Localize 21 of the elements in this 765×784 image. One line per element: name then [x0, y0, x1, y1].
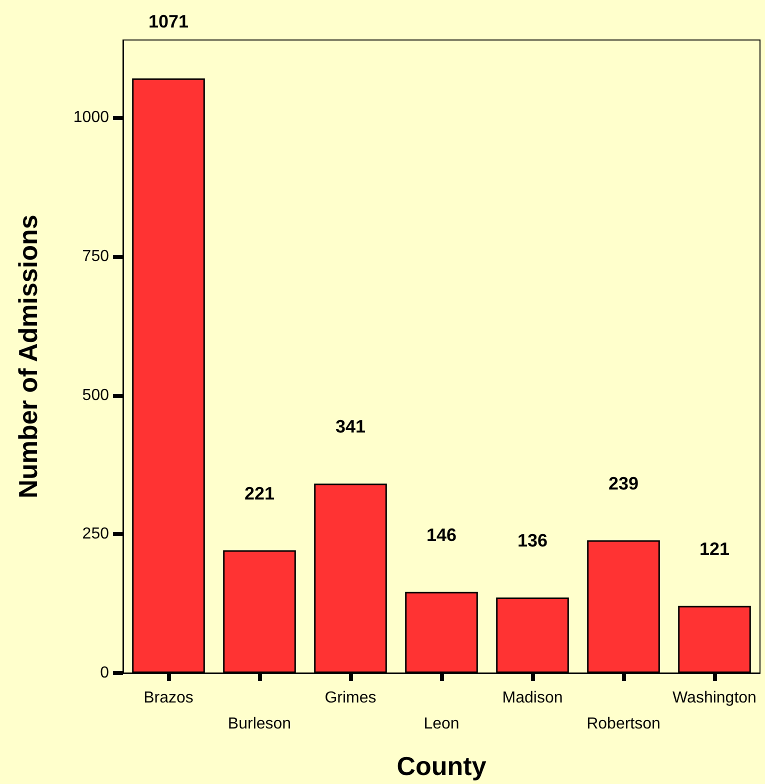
- x-tick-label: Burleson: [228, 716, 292, 732]
- x-tick-label: Brazos: [144, 690, 194, 706]
- x-axis-title: County: [396, 751, 487, 781]
- x-tick-label: Madison: [502, 690, 563, 706]
- y-tick-label: 1000: [73, 109, 110, 126]
- data-label: 146: [426, 524, 457, 545]
- y-tick-label: 500: [82, 386, 110, 404]
- y-axis-title: Number of Admissions: [13, 214, 43, 498]
- y-tick-label: 0: [100, 664, 110, 682]
- y-tick-label: 750: [82, 248, 110, 266]
- data-label: 239: [608, 473, 639, 494]
- x-tick-label: Grimes: [324, 690, 376, 706]
- x-tick-label: Robertson: [586, 716, 660, 732]
- x-tick-label: Washington: [672, 690, 756, 706]
- x-tick-label: Leon: [424, 716, 460, 732]
- data-label: 121: [699, 538, 730, 559]
- data-label: 1071: [148, 11, 189, 32]
- data-label: 221: [244, 483, 275, 504]
- data-label: 136: [517, 530, 548, 550]
- y-tick-label: 250: [82, 526, 110, 543]
- data-label: 341: [335, 416, 366, 437]
